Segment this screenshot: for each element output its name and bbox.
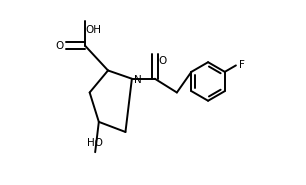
Text: F: F	[239, 60, 245, 70]
Text: O: O	[159, 56, 167, 66]
Text: HO: HO	[87, 138, 103, 148]
Text: OH: OH	[85, 25, 101, 35]
Text: N: N	[134, 75, 142, 85]
Text: O: O	[56, 41, 64, 51]
